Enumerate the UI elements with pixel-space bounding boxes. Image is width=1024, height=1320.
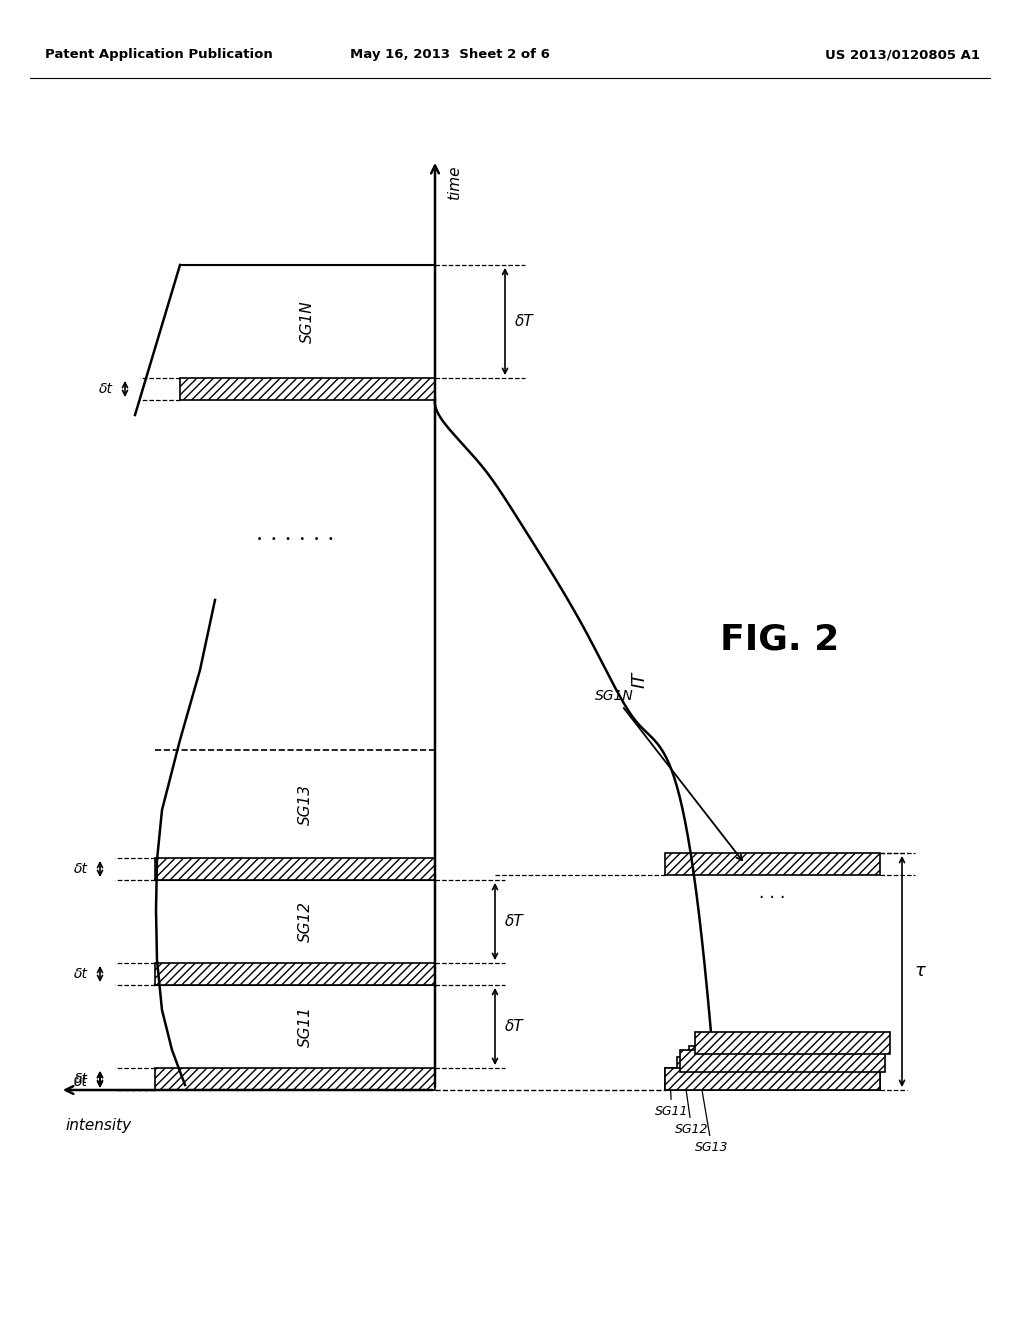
Bar [155, 1068, 435, 1090]
Text: May 16, 2013  Sheet 2 of 6: May 16, 2013 Sheet 2 of 6 [350, 48, 550, 61]
Text: SG13: SG13 [298, 784, 312, 825]
Text: intensity: intensity [65, 1118, 131, 1133]
Bar [180, 378, 435, 400]
Bar [677, 1057, 880, 1078]
Text: δt: δt [74, 862, 88, 876]
Text: . . .: . . . [760, 884, 785, 902]
Text: SG1N: SG1N [300, 300, 315, 343]
Text: SG12: SG12 [298, 902, 312, 942]
Bar [680, 1049, 885, 1072]
Text: δT: δT [515, 314, 534, 329]
Text: SG11: SG11 [655, 1082, 688, 1118]
Bar [155, 858, 435, 880]
Text: δT: δT [505, 913, 523, 929]
Text: IT: IT [631, 672, 649, 688]
Text: SG11: SG11 [298, 1006, 312, 1047]
Text: US 2013/0120805 A1: US 2013/0120805 A1 [825, 48, 980, 61]
Bar [695, 1032, 890, 1053]
Bar [689, 1045, 880, 1068]
Text: SG12: SG12 [675, 1064, 709, 1137]
Text: δt: δt [99, 381, 113, 396]
Text: time: time [447, 165, 462, 199]
Text: δT: δT [505, 1019, 523, 1034]
Text: δt: δt [74, 1072, 88, 1086]
Bar [665, 1068, 880, 1090]
Text: SG13: SG13 [694, 1045, 728, 1154]
Bar [665, 853, 880, 875]
Text: δt: δt [74, 968, 88, 981]
Text: FIG. 2: FIG. 2 [720, 623, 840, 657]
Text: τ: τ [914, 962, 925, 981]
Text: Patent Application Publication: Patent Application Publication [45, 48, 272, 61]
Bar [155, 964, 435, 985]
Text: SG1N: SG1N [595, 689, 742, 861]
Text: δt: δt [74, 1074, 88, 1089]
Text: · · · · · ·: · · · · · · [256, 529, 334, 550]
Bar [665, 1068, 880, 1090]
